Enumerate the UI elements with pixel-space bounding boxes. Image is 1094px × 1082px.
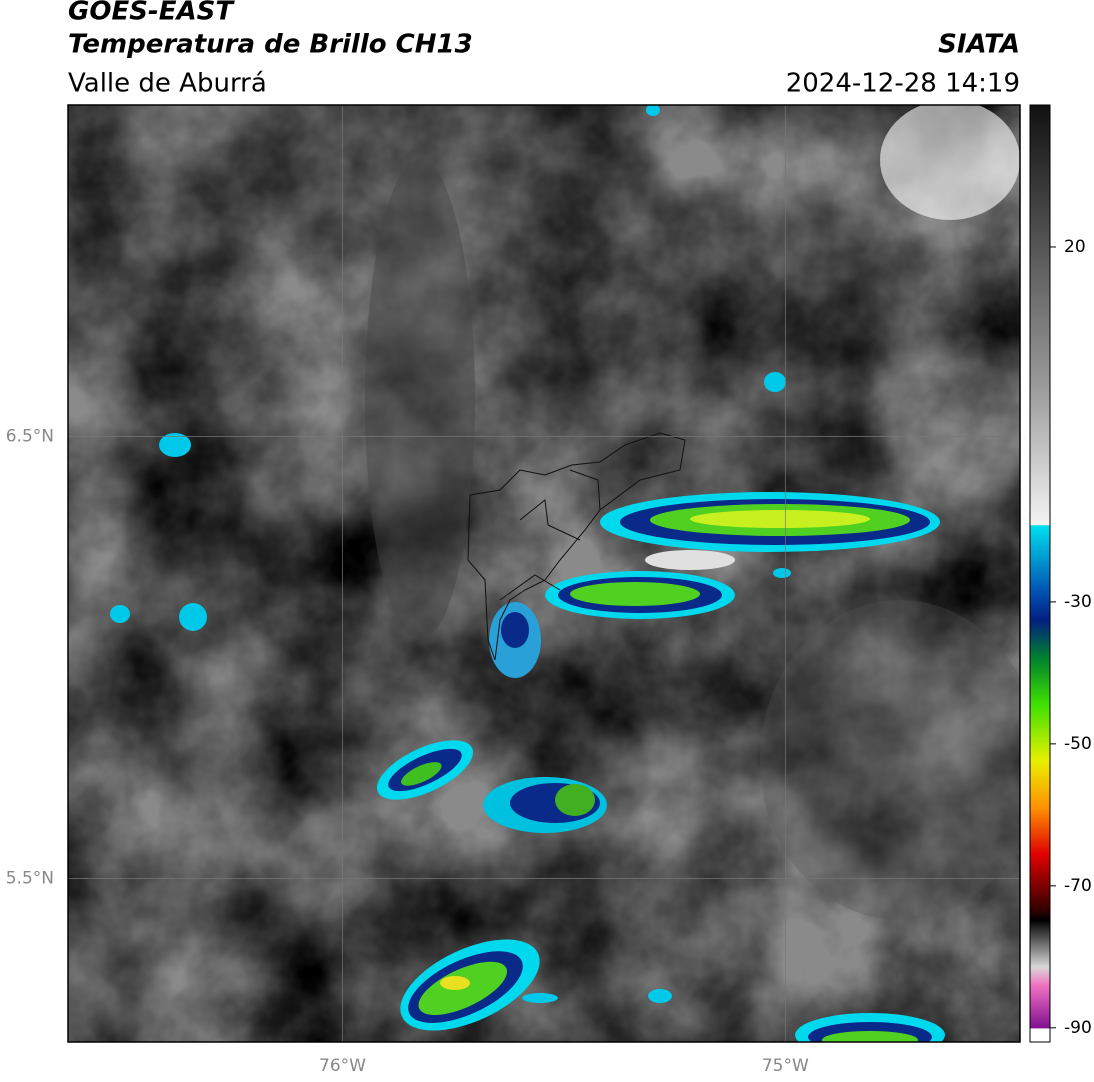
- timestamp: 2024-12-28 14:19: [786, 69, 1020, 99]
- region: Valle de Aburrá: [68, 69, 267, 99]
- colorbar-tick-label: -50: [1064, 734, 1092, 754]
- satellite-image: [68, 105, 1020, 1042]
- colorbar-tick-label: -90: [1064, 1018, 1092, 1038]
- lon-tick-label: 76°W: [319, 1056, 366, 1076]
- cold-clouds: [110, 105, 945, 1042]
- colorbar-tick-label: 20: [1064, 237, 1086, 257]
- colorbar-tick-label: -70: [1064, 876, 1092, 896]
- lon-tick-label: 75°W: [762, 1056, 809, 1076]
- source: SIATA: [938, 30, 1020, 60]
- graticule: [68, 105, 1020, 1042]
- lat-tick-label: 5.5°N: [6, 868, 54, 888]
- lat-tick-label: 6.5°N: [6, 426, 54, 446]
- subtitle: Temperatura de Brillo CH13: [68, 30, 473, 60]
- colorbar-tick-label: -30: [1064, 592, 1092, 612]
- valley-boundary: [467, 432, 686, 661]
- title: GOES-EAST: [68, 0, 235, 27]
- map-frame: [67, 104, 1021, 1043]
- colorbar: [1029, 104, 1051, 1043]
